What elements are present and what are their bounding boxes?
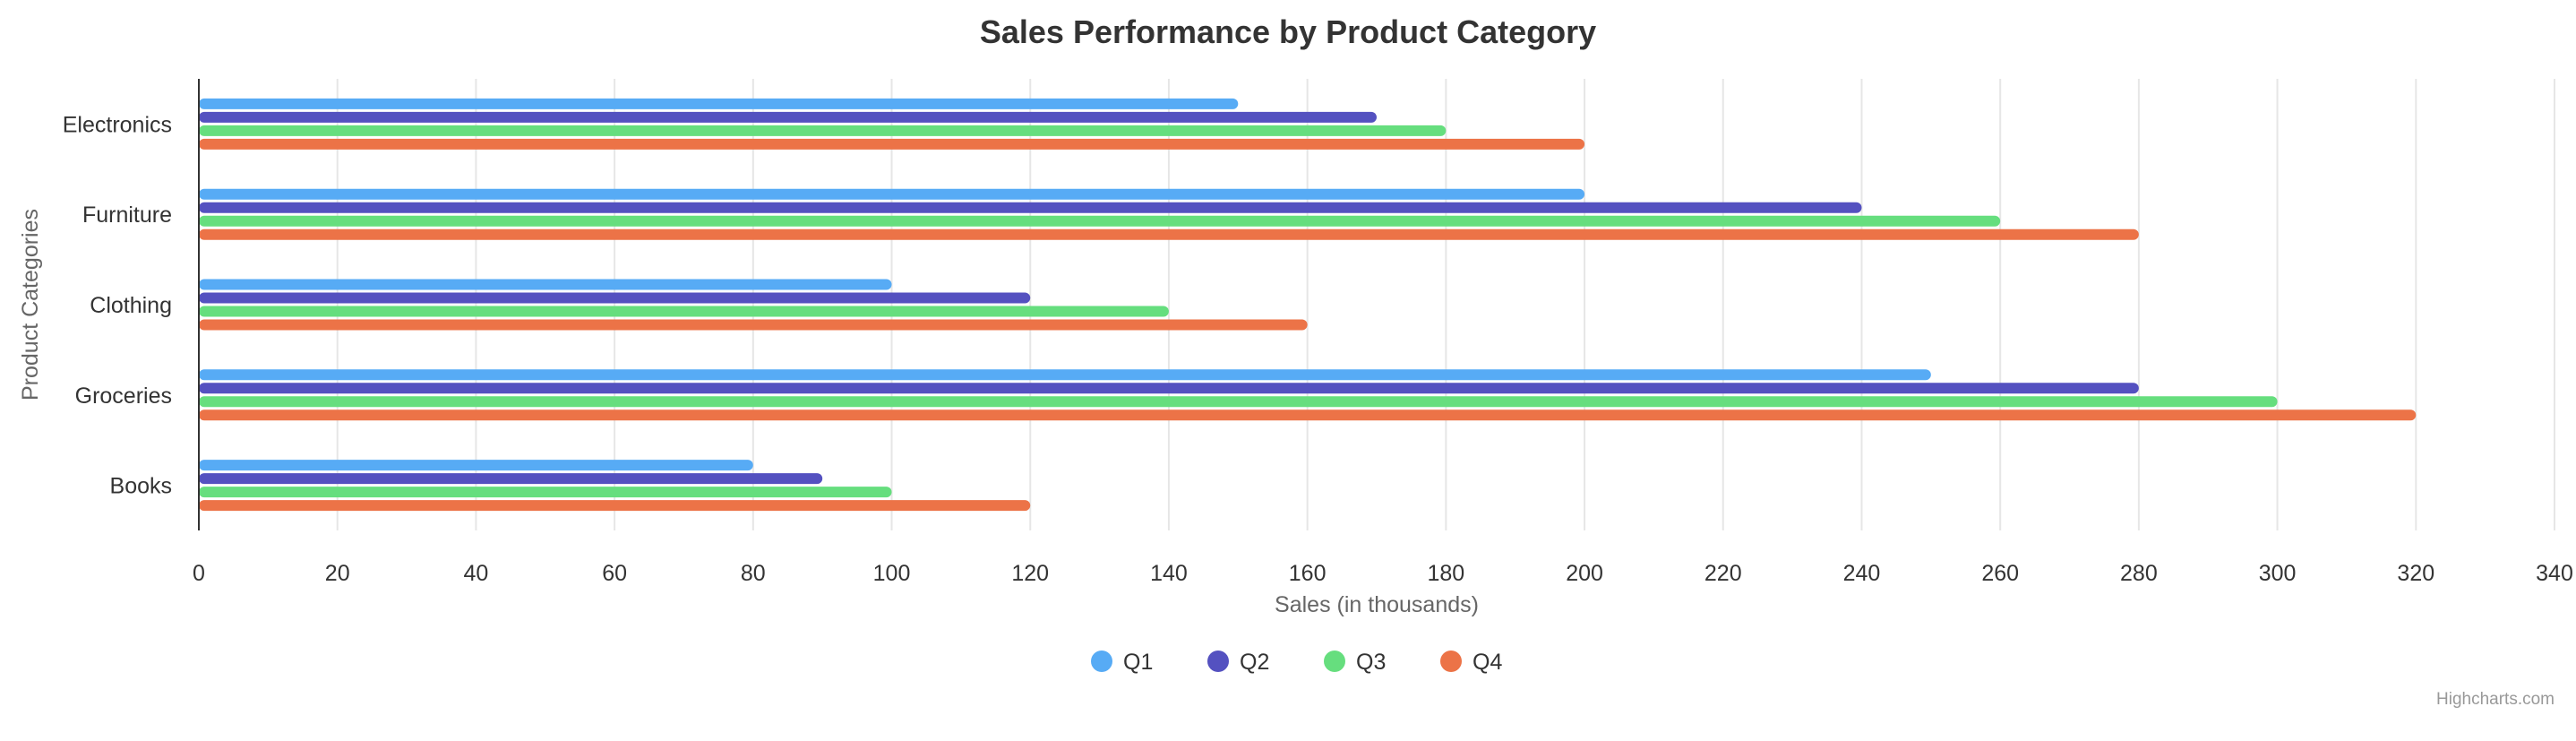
bar-books-q1[interactable] — [199, 460, 753, 471]
bar-groceries-q2[interactable] — [199, 383, 2139, 394]
legend-item-q4[interactable]: Q4 — [1440, 650, 1502, 675]
y-tick-label: Books — [110, 474, 172, 499]
x-tick-label: 280 — [2120, 561, 2158, 586]
legend-item-q2[interactable]: Q2 — [1207, 650, 1269, 675]
x-tick-label: 320 — [2397, 561, 2434, 586]
x-tick-label: 200 — [1566, 561, 1603, 586]
x-tick-label: 0 — [193, 561, 205, 586]
bar-clothing-q3[interactable] — [199, 306, 1169, 317]
bar-electronics-q2[interactable] — [199, 111, 1377, 123]
x-axis-title: Sales (in thousands) — [1275, 592, 1479, 617]
legend-marker-icon — [1440, 651, 1462, 672]
y-tick-label: Furniture — [82, 202, 172, 228]
x-tick-label: 120 — [1011, 561, 1049, 586]
bar-furniture-q3[interactable] — [199, 215, 2001, 227]
bar-electronics-q3[interactable] — [199, 125, 1447, 136]
x-tick-label: 180 — [1427, 561, 1464, 586]
legend-item-q1[interactable]: Q1 — [1091, 650, 1153, 675]
x-tick-label: 160 — [1289, 561, 1327, 586]
x-tick-label: 100 — [873, 561, 911, 586]
x-tick-label: 20 — [325, 561, 350, 586]
bar-books-q3[interactable] — [199, 487, 892, 498]
legend-marker-icon — [1207, 651, 1229, 672]
x-tick-label: 140 — [1150, 561, 1188, 586]
legend-label: Q2 — [1240, 650, 1269, 675]
bar-furniture-q2[interactable] — [199, 202, 1862, 213]
y-axis-title: Product Categories — [18, 209, 43, 401]
bar-books-q4[interactable] — [199, 500, 1031, 512]
legend-item-q3[interactable]: Q3 — [1324, 650, 1386, 675]
legend-label: Q1 — [1123, 650, 1153, 675]
x-tick-label: 40 — [464, 561, 489, 586]
chart-title: Sales Performance by Product Category — [980, 13, 1596, 50]
x-tick-label: 60 — [602, 561, 627, 586]
x-tick-label: 260 — [1981, 561, 2019, 586]
bar-books-q2[interactable] — [199, 473, 823, 485]
bar-groceries-q1[interactable] — [199, 369, 1931, 381]
legend-label: Q3 — [1356, 650, 1386, 675]
x-tick-label: 300 — [2259, 561, 2297, 586]
bar-clothing-q4[interactable] — [199, 319, 1308, 331]
x-tick-label: 80 — [741, 561, 766, 586]
legend: Q1 Q2 Q3 Q4 — [1091, 650, 1502, 675]
y-tick-label: Electronics — [63, 112, 172, 137]
x-tick-labels: 0 20 40 60 80 100 120 140 160 180 200 220 240 260 280 3… — [193, 561, 2573, 586]
y-tick-label: Clothing — [90, 293, 172, 318]
x-tick-label: 220 — [1704, 561, 1742, 586]
bar-electronics-q1[interactable] — [199, 98, 1239, 109]
bar-groceries-q3[interactable] — [199, 396, 2278, 408]
bars — [199, 98, 2417, 512]
credits[interactable]: Highcharts.com — [2436, 690, 2555, 709]
x-tick-label: 340 — [2536, 561, 2573, 586]
y-tick-labels: Electronics Furniture Clothing Groceries Boo… — [63, 112, 172, 498]
bar-clothing-q1[interactable] — [199, 279, 892, 290]
legend-label: Q4 — [1473, 650, 1502, 675]
x-tick-label: 240 — [1843, 561, 1881, 586]
bar-clothing-q2[interactable] — [199, 292, 1031, 304]
grid — [336, 79, 2555, 530]
bar-furniture-q4[interactable] — [199, 228, 2139, 240]
bar-furniture-q1[interactable] — [199, 188, 1585, 200]
legend-marker-icon — [1324, 651, 1345, 672]
legend-marker-icon — [1091, 651, 1112, 672]
y-tick-label: Groceries — [75, 383, 172, 409]
bar-electronics-q4[interactable] — [199, 138, 1585, 150]
bar-groceries-q4[interactable] — [199, 409, 2417, 421]
